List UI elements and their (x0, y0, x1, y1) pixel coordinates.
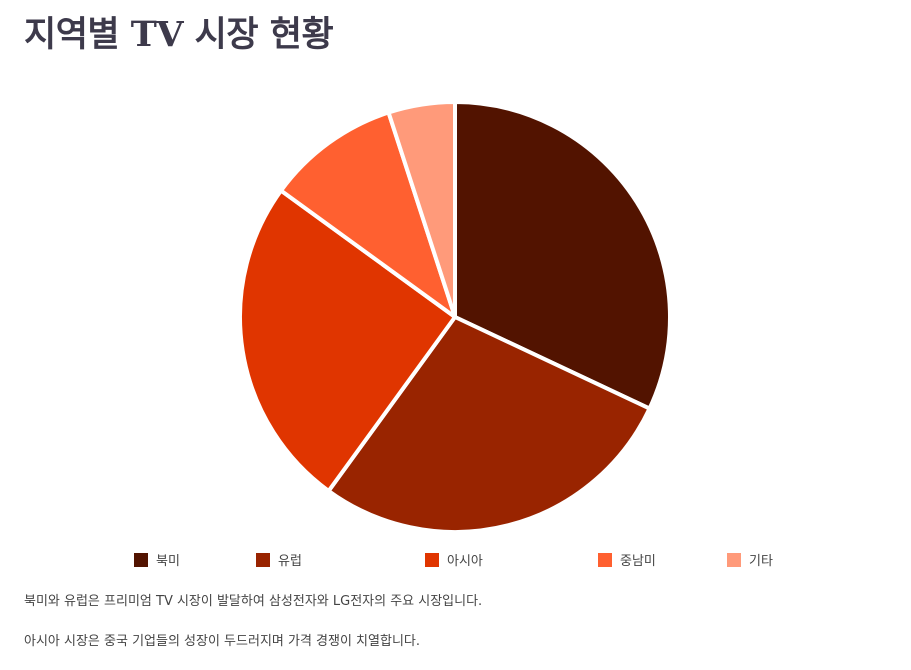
chart-title: 지역별 TV 시장 현황 (24, 14, 334, 55)
pie-slice-5[interactable] (386, 100, 457, 319)
note-text-2: 아시아 시장은 중국 기업들의 성장이 두드러지며 가격 경쟁이 치열합니다. (24, 634, 420, 649)
legend-swatch (727, 552, 741, 567)
legend-label: 중남미 (620, 554, 656, 569)
pie-slice-2[interactable] (326, 315, 652, 534)
pie-slice-1[interactable] (453, 100, 672, 411)
legend-swatch (598, 552, 612, 567)
note-text-1: 북미와 유럽은 프리미엄 TV 시장이 발달하여 삼성전자와 LG전자의 주요 … (24, 594, 483, 609)
legend-label: 유럽 (278, 554, 302, 569)
pie-slice-3[interactable] (238, 188, 457, 493)
pie-slice-4[interactable] (279, 110, 457, 319)
legend-item-3[interactable]: 아시아 (425, 550, 483, 569)
legend-swatch (134, 552, 148, 567)
legend-swatch (256, 552, 270, 567)
pie-slices (238, 100, 672, 534)
legend-item-1[interactable]: 북미 (134, 550, 180, 569)
legend-item-2[interactable]: 유럽 (256, 550, 302, 569)
legend-item-4[interactable]: 중남미 (598, 550, 656, 569)
pie-chart (238, 100, 672, 534)
legend-label: 기타 (749, 554, 773, 569)
legend-swatch (425, 552, 439, 567)
legend-item-5[interactable]: 기타 (727, 550, 773, 569)
legend-label: 북미 (156, 554, 180, 569)
chart-legend: 북미 유럽 아시아 중남미 기타 (0, 550, 911, 572)
legend-label: 아시아 (447, 554, 483, 569)
